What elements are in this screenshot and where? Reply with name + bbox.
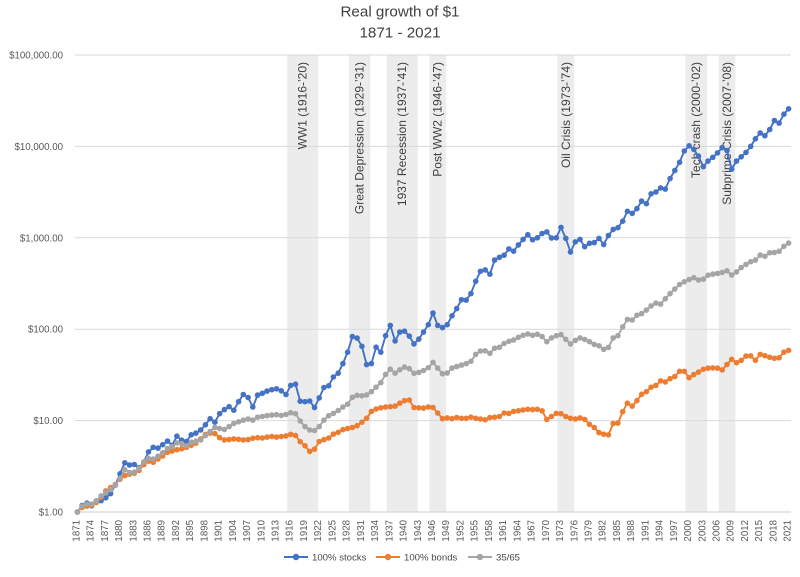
svg-text:1991: 1991 [640,520,651,542]
svg-text:1916: 1916 [285,520,296,542]
svg-text:1946: 1946 [427,520,438,542]
svg-text:2003: 2003 [697,520,708,542]
svg-text:1997: 1997 [669,520,680,542]
svg-text:1889: 1889 [157,520,168,542]
svg-text:1985: 1985 [612,520,623,542]
svg-text:1898: 1898 [199,520,210,542]
svg-text:1877: 1877 [100,520,111,542]
svg-text:2009: 2009 [726,520,737,542]
svg-text:1994: 1994 [655,519,666,541]
svg-text:1952: 1952 [456,520,467,542]
svg-text:1979: 1979 [584,520,595,542]
svg-text:1904: 1904 [228,519,239,541]
svg-text:1919: 1919 [299,520,310,542]
svg-text:1964: 1964 [512,519,523,541]
svg-text:1943: 1943 [413,520,424,542]
svg-text:$100,000.00: $100,000.00 [9,51,63,62]
svg-text:1937: 1937 [384,520,395,542]
svg-text:1883: 1883 [128,520,139,542]
svg-text:2018: 2018 [768,520,779,542]
svg-text:1913: 1913 [271,520,282,542]
svg-text:$10,000.00: $10,000.00 [15,142,64,153]
svg-text:Great Depression (1929-’31): Great Depression (1929-’31) [353,62,367,214]
svg-text:1871: 1871 [71,520,82,542]
svg-text:1982: 1982 [598,520,609,542]
svg-text:1934: 1934 [370,519,381,541]
svg-text:1880: 1880 [114,519,125,541]
svg-text:1955: 1955 [470,520,481,542]
svg-text:1973: 1973 [555,520,566,542]
svg-text:Subprime Crisis (2007-’08): Subprime Crisis (2007-’08) [720,62,734,205]
svg-text:1907: 1907 [242,520,253,542]
svg-text:$10.00: $10.00 [33,416,63,427]
svg-text:Oil Crisis (1973-’74): Oil Crisis (1973-’74) [559,62,573,168]
svg-text:1940: 1940 [399,519,410,541]
svg-text:1970: 1970 [541,519,552,541]
svg-text:1871 - 2021: 1871 - 2021 [359,25,440,42]
svg-text:100% stocks: 100% stocks [312,553,367,564]
svg-text:100% bonds: 100% bonds [404,553,458,564]
svg-text:1988: 1988 [626,520,637,542]
svg-text:1937 Recession (1937-’41): 1937 Recession (1937-’41) [395,62,409,206]
svg-text:Post WW2 (1946-’47): Post WW2 (1946-’47) [431,62,445,177]
svg-text:WW1 (1916-’20): WW1 (1916-’20) [296,62,310,149]
svg-text:2000: 2000 [683,519,694,541]
svg-text:1901: 1901 [214,520,225,542]
svg-text:1928: 1928 [342,520,353,542]
svg-text:35/65: 35/65 [496,553,520,564]
svg-text:$1.00: $1.00 [39,508,64,519]
svg-text:1922: 1922 [313,520,324,542]
svg-text:2015: 2015 [754,520,765,542]
svg-text:1961: 1961 [498,520,509,542]
svg-text:1931: 1931 [356,520,367,542]
svg-text:2021: 2021 [783,520,794,542]
svg-text:1892: 1892 [171,520,182,542]
svg-text:$100.00: $100.00 [28,325,64,336]
svg-text:1925: 1925 [327,520,338,542]
svg-text:1967: 1967 [527,520,538,542]
svg-text:1949: 1949 [441,520,452,542]
svg-text:1895: 1895 [185,520,196,542]
svg-text:1976: 1976 [569,520,580,542]
svg-text:Real growth of $1: Real growth of $1 [340,4,459,21]
svg-text:1886: 1886 [143,520,154,542]
svg-text:1958: 1958 [484,520,495,542]
svg-text:1910: 1910 [256,519,267,541]
svg-text:2006: 2006 [712,520,723,542]
svg-text:1874: 1874 [86,519,97,541]
svg-text:$1,000.00: $1,000.00 [20,233,64,244]
svg-text:2012: 2012 [740,520,751,542]
